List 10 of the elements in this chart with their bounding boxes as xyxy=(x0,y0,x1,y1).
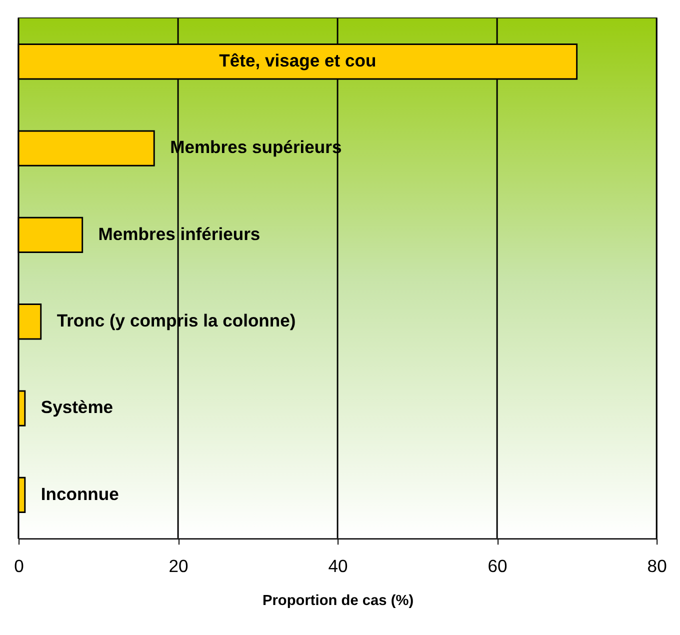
x-tick-label: 0 xyxy=(14,556,24,576)
x-axis-title: Proportion de cas (%) xyxy=(262,593,414,610)
y-tick-label: Membres inférieurs xyxy=(98,224,260,244)
x-tick-label: 60 xyxy=(488,556,508,576)
y-tick-label: Tête, visage et cou xyxy=(219,50,376,71)
y-tick-label: Inconnue xyxy=(40,484,120,504)
x-tick-label: 80 xyxy=(647,556,668,576)
y-tick-label: Système xyxy=(40,397,114,418)
x-tick-label: 40 xyxy=(328,556,348,576)
x-tick-label: 20 xyxy=(168,556,189,576)
